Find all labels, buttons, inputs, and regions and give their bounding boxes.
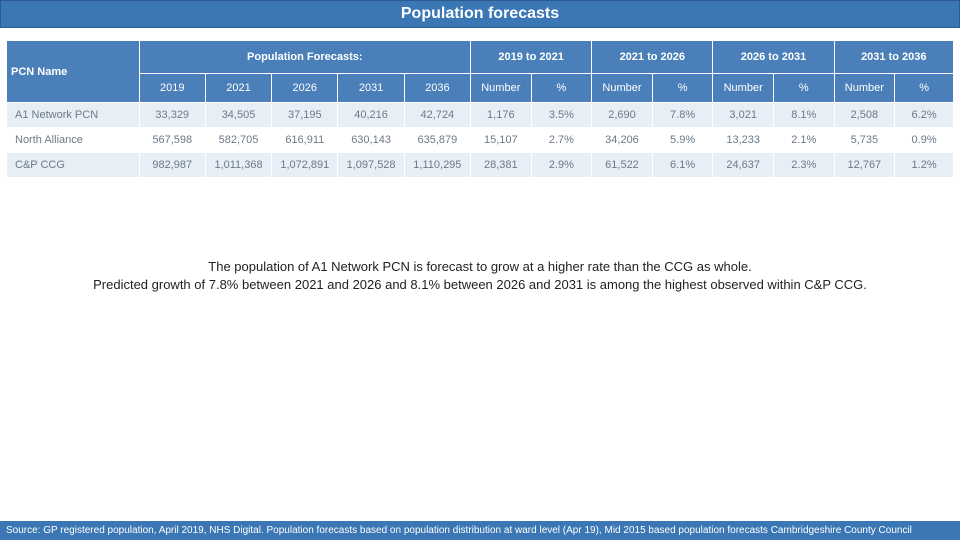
body-line-2: Predicted growth of 7.8% between 2021 an…: [40, 276, 920, 294]
cell: 5,735: [834, 128, 895, 153]
cell: 42,724: [404, 103, 470, 128]
cell: 37,195: [272, 103, 338, 128]
cell: 1,011,368: [205, 153, 271, 178]
body-line-1: The population of A1 Network PCN is fore…: [40, 258, 920, 276]
col-sub-n-1: Number: [592, 74, 653, 103]
col-year-4: 2036: [404, 74, 470, 103]
col-year-2: 2026: [272, 74, 338, 103]
cell-name: C&P CCG: [7, 153, 140, 178]
col-period-1: 2021 to 2026: [592, 41, 713, 74]
cell: 61,522: [592, 153, 653, 178]
title-bar: Population forecasts: [0, 0, 960, 28]
cell: 12,767: [834, 153, 895, 178]
cell: 7.8%: [652, 103, 713, 128]
cell: 1,097,528: [338, 153, 404, 178]
cell: 33,329: [139, 103, 205, 128]
col-year-0: 2019: [139, 74, 205, 103]
col-sub-n-2: Number: [713, 74, 774, 103]
col-period-3: 2031 to 2036: [834, 41, 953, 74]
cell: 1,072,891: [272, 153, 338, 178]
cell-name: A1 Network PCN: [7, 103, 140, 128]
cell: 3,021: [713, 103, 774, 128]
cell: 2.9%: [531, 153, 592, 178]
page-title: Population forecasts: [401, 5, 559, 22]
forecast-table-wrap: PCN Name Population Forecasts: 2019 to 2…: [6, 40, 954, 178]
cell: 1.2%: [895, 153, 954, 178]
footer-text: Source: GP registered population, April …: [6, 525, 912, 536]
col-sub-n-0: Number: [471, 74, 532, 103]
cell: 2.3%: [773, 153, 834, 178]
cell: 1,176: [471, 103, 532, 128]
col-period-2: 2026 to 2031: [713, 41, 834, 74]
cell: 982,987: [139, 153, 205, 178]
body-text: The population of A1 Network PCN is fore…: [0, 258, 960, 294]
col-sub-p-1: %: [652, 74, 713, 103]
source-footer: Source: GP registered population, April …: [0, 521, 960, 540]
cell: 2.7%: [531, 128, 592, 153]
cell: 2.1%: [773, 128, 834, 153]
cell: 40,216: [338, 103, 404, 128]
cell: 34,206: [592, 128, 653, 153]
cell: 616,911: [272, 128, 338, 153]
cell: 3.5%: [531, 103, 592, 128]
col-period-0: 2019 to 2021: [471, 41, 592, 74]
col-sub-n-3: Number: [834, 74, 895, 103]
cell-name: North Alliance: [7, 128, 140, 153]
col-forecast-group: Population Forecasts:: [139, 41, 470, 74]
cell: 8.1%: [773, 103, 834, 128]
cell: 5.9%: [652, 128, 713, 153]
cell: 6.1%: [652, 153, 713, 178]
cell: 0.9%: [895, 128, 954, 153]
cell: 2,690: [592, 103, 653, 128]
table-row: C&P CCG 982,987 1,011,368 1,072,891 1,09…: [7, 153, 954, 178]
col-sub-p-2: %: [773, 74, 834, 103]
col-pcn-name: PCN Name: [7, 41, 140, 103]
cell: 582,705: [205, 128, 271, 153]
cell: 567,598: [139, 128, 205, 153]
cell: 6.2%: [895, 103, 954, 128]
col-sub-p-0: %: [531, 74, 592, 103]
cell: 2,508: [834, 103, 895, 128]
col-sub-p-3: %: [895, 74, 954, 103]
col-year-3: 2031: [338, 74, 404, 103]
cell: 635,879: [404, 128, 470, 153]
cell: 13,233: [713, 128, 774, 153]
cell: 24,637: [713, 153, 774, 178]
cell: 34,505: [205, 103, 271, 128]
table-row: A1 Network PCN 33,329 34,505 37,195 40,2…: [7, 103, 954, 128]
table-row: North Alliance 567,598 582,705 616,911 6…: [7, 128, 954, 153]
forecast-table: PCN Name Population Forecasts: 2019 to 2…: [6, 40, 954, 178]
cell: 28,381: [471, 153, 532, 178]
cell: 630,143: [338, 128, 404, 153]
cell: 15,107: [471, 128, 532, 153]
col-year-1: 2021: [205, 74, 271, 103]
cell: 1,110,295: [404, 153, 470, 178]
